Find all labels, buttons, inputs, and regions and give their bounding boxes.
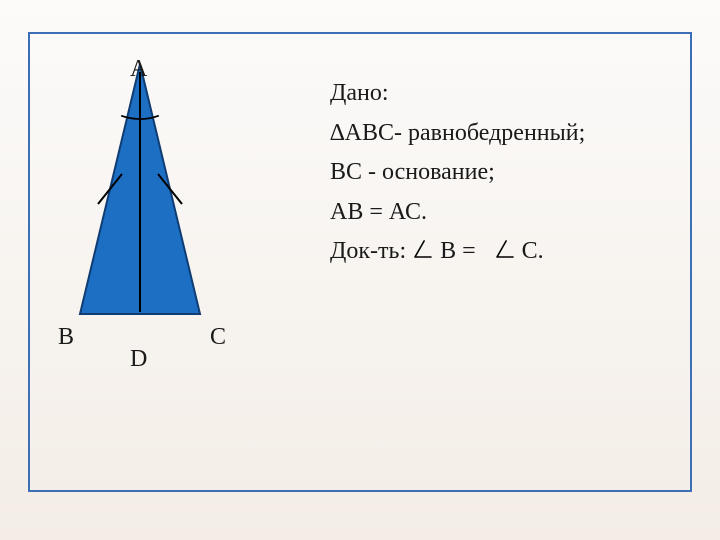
given-line-2: BC - основание;: [330, 153, 680, 193]
prove-B: B =: [440, 238, 476, 264]
vertex-label-B: B: [58, 324, 74, 351]
vertex-label-A: A: [130, 56, 147, 83]
angle-icon: [412, 238, 434, 260]
given-line-1: ∆ABC- равнобедренный;: [330, 114, 680, 154]
given-label: Дано:: [330, 74, 680, 114]
triangle-diagram: [30, 34, 330, 494]
diagram-area: A B C D: [30, 34, 330, 494]
content-panel: A B C D Дано: ∆ABC- равнобедренный; BC -…: [28, 32, 692, 492]
slide: A B C D Дано: ∆ABC- равнобедренный; BC -…: [0, 0, 720, 540]
prove-prefix: Док-ть:: [330, 238, 406, 264]
vertex-label-D: D: [130, 346, 147, 373]
angle-icon: [494, 238, 516, 260]
vertex-label-C: C: [210, 324, 226, 351]
prove-C: C.: [522, 238, 544, 264]
text-area: Дано: ∆ABC- равнобедренный; BC - основан…: [330, 74, 680, 272]
prove-line: Док-ть: B = C.: [330, 232, 680, 272]
given-line-3: АВ = АС.: [330, 193, 680, 233]
